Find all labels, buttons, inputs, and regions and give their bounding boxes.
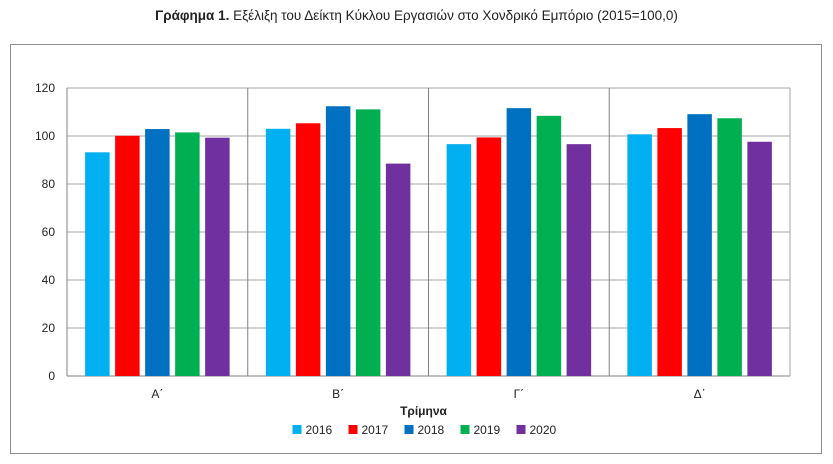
x-tick-label: Α΄: [151, 387, 163, 401]
bars: [85, 106, 772, 377]
bar-2019-1: [175, 132, 200, 376]
chart-title-label: Γράφημα 1.: [155, 8, 230, 23]
category-dividers: [247, 88, 610, 376]
bar-2016-3: [446, 144, 472, 376]
y-tick-labels: 0 20 40 60 80 100 120: [35, 81, 55, 383]
y-tick-label: 20: [42, 321, 56, 335]
bar-2017-3: [476, 137, 502, 376]
bar-2016-1: [85, 152, 110, 376]
bar-2016-4: [627, 134, 652, 376]
chart-title: Γράφημα 1. Εξέλιξη του Δείκτη Κύκλου Εργ…: [0, 8, 833, 23]
bar-2017-1: [115, 135, 140, 376]
legend-label-2020: 2020: [530, 423, 557, 437]
bar-2018-4: [687, 114, 712, 376]
y-tick-label: 0: [48, 369, 55, 383]
legend-label-2019: 2019: [474, 423, 501, 437]
bar-2017-4: [657, 128, 682, 376]
y-tick-label: 60: [42, 225, 56, 239]
bar-2016-2: [265, 128, 291, 376]
legend-label-2018: 2018: [418, 423, 445, 437]
legend-swatch-2017: [348, 425, 358, 434]
y-tick-label: 120: [35, 81, 55, 95]
legend-label-2016: 2016: [306, 423, 333, 437]
chart-title-text: Εξέλιξη του Δείκτη Κύκλου Εργασιών στο Χ…: [233, 8, 678, 23]
x-tick-label: Δ΄: [694, 387, 706, 401]
legend-swatch-2016: [292, 425, 302, 434]
y-tick-label: 40: [42, 273, 56, 287]
bar-2020-4: [747, 141, 772, 376]
legend-swatch-2020: [516, 425, 526, 434]
x-tick-label: Β΄: [332, 387, 344, 401]
y-tick-label: 100: [35, 129, 55, 143]
bar-2020-1: [205, 137, 230, 376]
bar-2020-3: [566, 144, 592, 376]
legend-swatch-2018: [404, 425, 414, 434]
legend-label-2017: 2017: [362, 423, 389, 437]
bar-2019-3: [536, 115, 562, 376]
bar-2019-2: [355, 109, 381, 377]
bar-2017-2: [295, 123, 321, 376]
x-tick-label: Γ΄: [514, 387, 525, 401]
bar-2019-4: [717, 118, 742, 377]
legend: 2016 2017 2018 2019 2020: [292, 423, 557, 437]
chart-frame: [10, 44, 822, 454]
legend-swatch-2019: [460, 425, 470, 434]
bar-2018-3: [506, 108, 532, 376]
bar-2018-2: [325, 106, 351, 377]
x-tick-labels: Α΄ Β΄ Γ΄ Δ΄: [151, 387, 705, 401]
bar-2018-1: [145, 129, 170, 376]
y-tick-label: 80: [42, 177, 56, 191]
bar-2020-2: [385, 163, 411, 376]
x-axis-label: Τρίμηνα: [400, 404, 447, 418]
